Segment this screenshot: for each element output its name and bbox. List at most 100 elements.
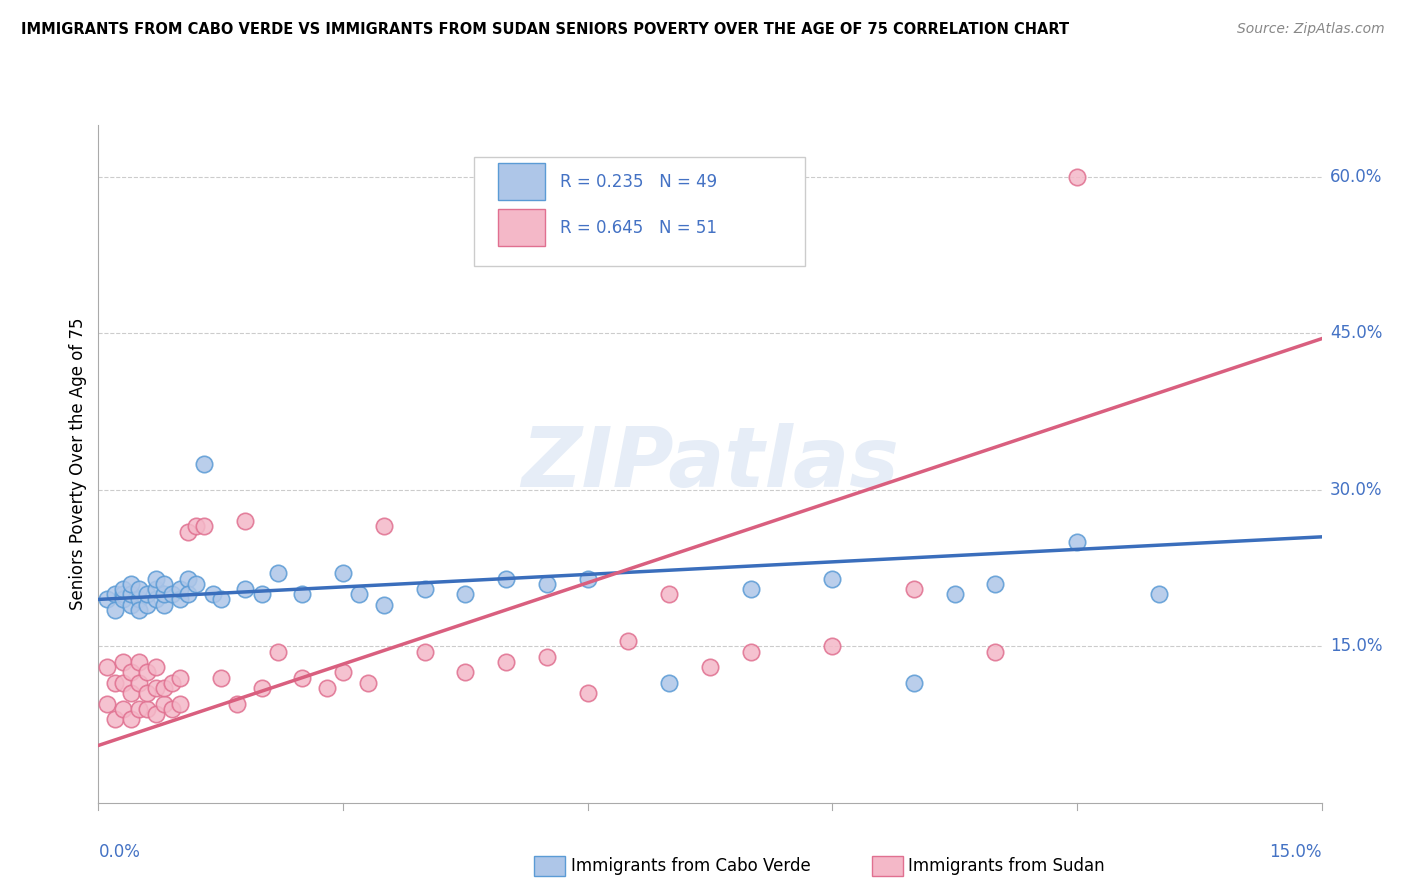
Text: Immigrants from Sudan: Immigrants from Sudan [908,857,1105,875]
Point [152,576,174,591]
Point [145,681,167,695]
Point [104,712,127,726]
Point [373,598,395,612]
Point [740,582,762,596]
Point [209,592,232,607]
Point [136,686,159,700]
Point [186,576,208,591]
Point [111,587,134,601]
Point [903,676,925,690]
Point [177,587,200,601]
Text: 15.0%: 15.0% [1270,844,1322,862]
Text: Immigrants from Cabo Verde: Immigrants from Cabo Verde [571,857,811,875]
Point [128,676,150,690]
Point [120,587,142,601]
Point [111,702,134,716]
Point [495,655,517,669]
Point [250,681,273,695]
Point [120,665,142,680]
Point [145,572,167,586]
Point [160,587,183,601]
Point [152,697,174,711]
Point [104,676,127,690]
Point [349,587,371,601]
Point [1066,169,1088,184]
Point [576,572,599,586]
Text: Source: ZipAtlas.com: Source: ZipAtlas.com [1237,22,1385,37]
Point [111,582,134,596]
Point [152,587,174,601]
Point [291,671,314,685]
Point [454,665,477,680]
Point [136,587,159,601]
Point [291,587,314,601]
Point [1147,587,1170,601]
Point [152,598,174,612]
Point [160,676,183,690]
Text: ZIPatlas: ZIPatlas [522,424,898,504]
Point [128,655,150,669]
Point [821,572,844,586]
Point [315,681,337,695]
Point [658,676,681,690]
Point [177,524,200,539]
Point [226,697,249,711]
Point [128,592,150,607]
Point [128,582,150,596]
Point [120,576,142,591]
Text: 60.0%: 60.0% [1330,168,1382,186]
Point [576,686,599,700]
Point [984,644,1007,658]
Point [111,655,134,669]
Text: 15.0%: 15.0% [1330,638,1382,656]
Point [169,671,191,685]
Point [267,644,290,658]
Point [740,644,762,658]
Point [128,603,150,617]
Y-axis label: Seniors Poverty Over the Age of 75: Seniors Poverty Over the Age of 75 [69,318,87,610]
Point [495,572,517,586]
Point [104,603,127,617]
FancyBboxPatch shape [474,157,806,266]
Text: 30.0%: 30.0% [1330,481,1382,499]
Point [536,649,558,664]
Point [120,712,142,726]
Point [233,582,256,596]
Point [903,582,925,596]
Point [193,519,215,533]
Point [145,660,167,674]
Point [128,702,150,716]
Point [96,592,118,607]
Point [145,592,167,607]
Point [984,576,1007,591]
Point [120,686,142,700]
Point [136,665,159,680]
Point [250,587,273,601]
Point [1066,535,1088,549]
Point [356,676,378,690]
Point [332,566,354,581]
Point [201,587,224,601]
Point [536,576,558,591]
Point [413,582,436,596]
Point [145,582,167,596]
Point [96,697,118,711]
Point [413,644,436,658]
Point [699,660,721,674]
Text: 0.0%: 0.0% [98,844,141,862]
Point [145,707,167,722]
Point [373,519,395,533]
Point [943,587,966,601]
Point [152,681,174,695]
Point [454,587,477,601]
Point [136,702,159,716]
Text: R = 0.235   N = 49: R = 0.235 N = 49 [560,172,717,191]
Point [169,592,191,607]
Point [821,640,844,654]
Text: 45.0%: 45.0% [1330,325,1382,343]
Point [136,598,159,612]
Point [169,582,191,596]
Point [96,660,118,674]
Point [111,592,134,607]
Point [186,519,208,533]
